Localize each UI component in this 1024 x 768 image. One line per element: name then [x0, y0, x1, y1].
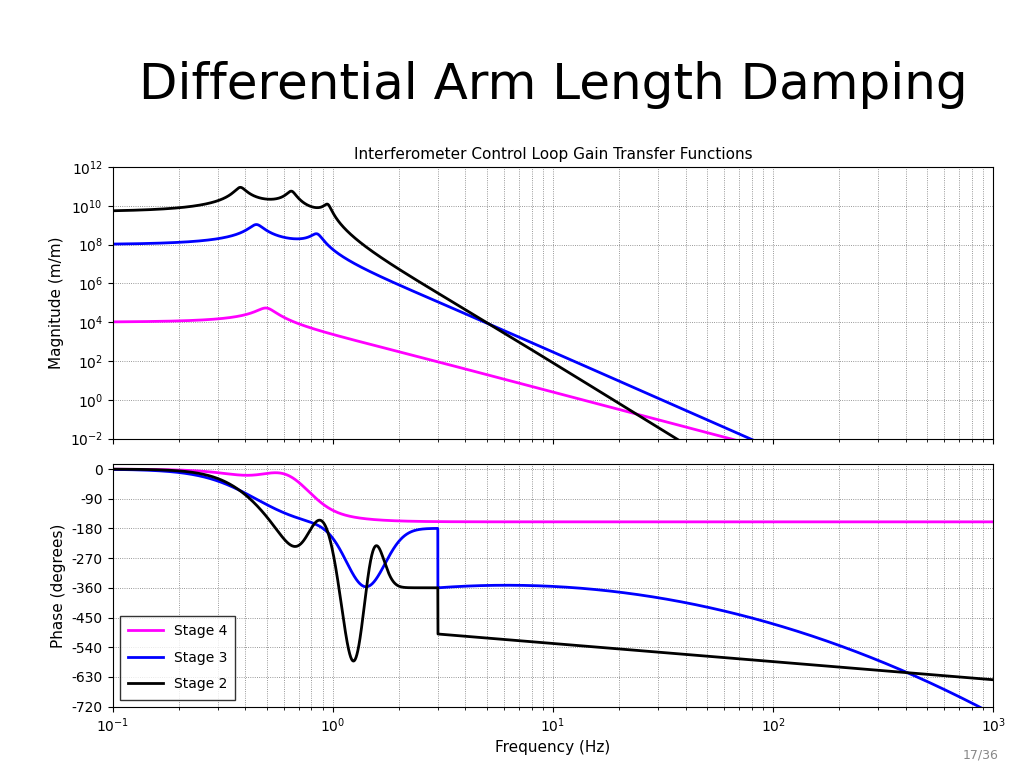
Text: Differential Arm Length Damping: Differential Arm Length Damping	[138, 61, 968, 109]
Stage 3	[159, 467, 171, 476]
Stage 2	[280, 536, 292, 545]
Stage 2	[143, 465, 156, 474]
Stage 4	[940, 517, 952, 526]
Y-axis label: Magnitude (m/m): Magnitude (m/m)	[49, 237, 65, 369]
Stage 3	[143, 465, 156, 475]
Y-axis label: Phase (degrees): Phase (degrees)	[51, 523, 66, 647]
Stage 4	[106, 465, 119, 474]
Stage 2	[987, 675, 999, 684]
Stage 4	[987, 517, 999, 526]
Stage 3	[987, 710, 999, 719]
X-axis label: Frequency (Hz): Frequency (Hz)	[496, 740, 610, 756]
Stage 3	[106, 465, 119, 474]
Legend: Stage 4, Stage 3, Stage 2: Stage 4, Stage 3, Stage 2	[120, 616, 236, 700]
Stage 3	[280, 508, 292, 518]
Stage 2	[159, 465, 171, 475]
Stage 3	[537, 581, 549, 591]
Stage 4	[143, 465, 156, 474]
Line: Stage 3: Stage 3	[113, 469, 993, 714]
Stage 2	[940, 671, 952, 680]
Stage 2	[111, 465, 123, 474]
Stage 2	[537, 638, 549, 647]
Stage 4	[159, 465, 171, 475]
Stage 3	[111, 465, 123, 474]
Text: 17/36: 17/36	[963, 749, 998, 762]
Stage 3	[940, 686, 952, 695]
Line: Stage 4: Stage 4	[113, 469, 993, 521]
Stage 4	[537, 517, 549, 526]
Line: Stage 2: Stage 2	[113, 469, 993, 680]
Stage 2	[106, 465, 119, 474]
Title: Interferometer Control Loop Gain Transfer Functions: Interferometer Control Loop Gain Transfe…	[353, 147, 753, 162]
Stage 4	[280, 470, 292, 479]
Stage 4	[111, 465, 123, 474]
